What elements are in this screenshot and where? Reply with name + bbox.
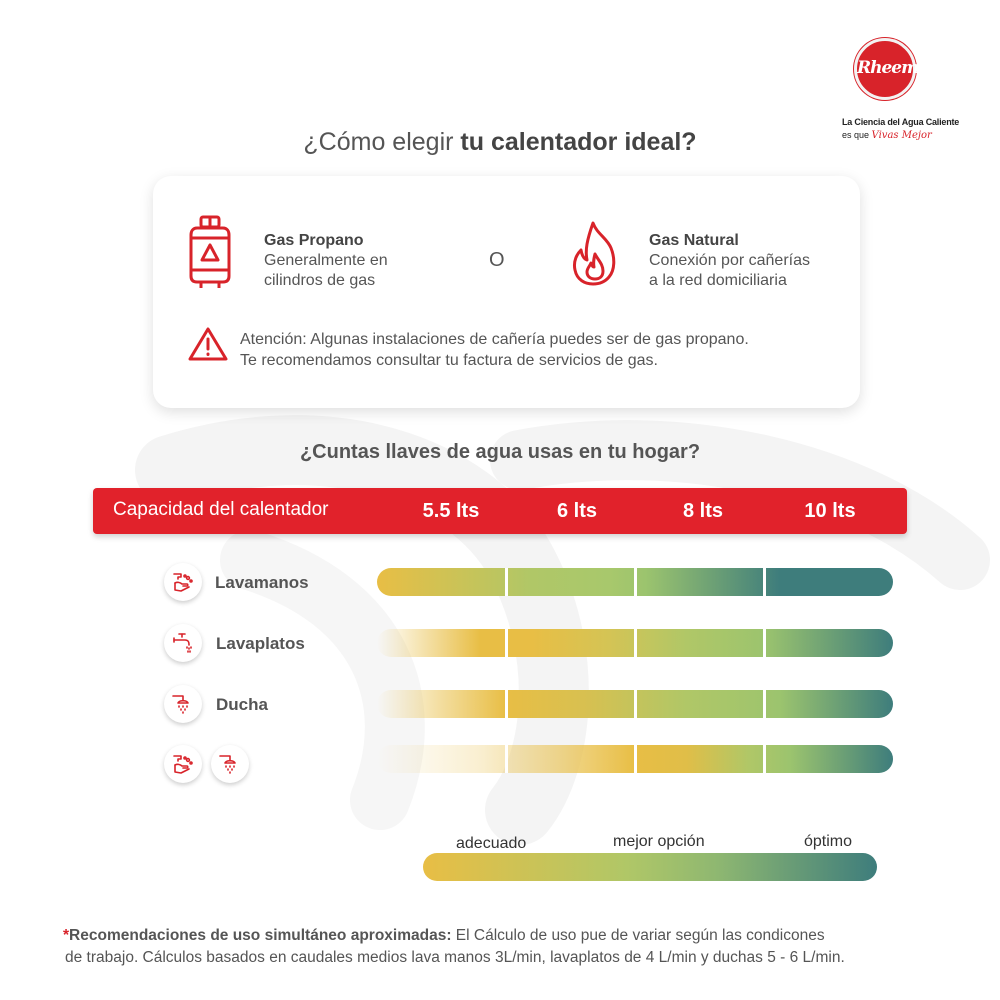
capacity-value-5-5: 5.5 lts <box>422 500 480 522</box>
bar-divider <box>505 745 508 773</box>
bar-ducha <box>377 690 893 718</box>
tagline-line1: La Ciencia del Agua Caliente <box>842 117 960 127</box>
or-separator: O <box>489 249 505 271</box>
tagline-prefix: es que <box>842 130 870 140</box>
footnote-line1: *Recomendaciones de uso simultáneo aprox… <box>63 925 943 947</box>
bar-divider <box>505 690 508 718</box>
hand-wash-icon <box>173 573 193 592</box>
faucets-question: ¿Cuntas llaves de agua usas en tu hogar? <box>299 441 701 463</box>
row-icon-combo-shower <box>211 745 249 783</box>
capacity-label: Capacidad del calentador <box>113 499 329 520</box>
bar-combo <box>377 745 893 773</box>
bar-divider <box>763 745 766 773</box>
footnote-star: * <box>63 927 70 944</box>
rheem-logo-badge: Rheem <box>854 38 919 100</box>
page-title: ¿Cómo elegir tu calentador ideal? <box>0 128 1000 157</box>
tagline-line2: es que Vivas Mejor <box>842 130 932 141</box>
title-bold: tu calentador ideal? <box>460 128 697 156</box>
row-label-lavaplatos: Lavaplatos <box>216 634 305 653</box>
bar-lavamanos <box>377 568 893 596</box>
propane-name: Gas Propano <box>264 232 364 249</box>
legend-gradient-bar <box>423 853 877 881</box>
logo-text: Rheem <box>857 58 919 78</box>
footnote-bold: Recomendaciones de uso simultáneo aproxi… <box>69 927 452 944</box>
bar-divider <box>505 629 508 657</box>
bar-divider <box>634 690 637 718</box>
footnote: *Recomendaciones de uso simultáneo aprox… <box>63 925 943 969</box>
faucet-icon <box>173 633 192 653</box>
row-label-ducha: Ducha <box>216 695 268 714</box>
row-icon-lavamanos <box>164 563 202 601</box>
shower-icon <box>219 755 236 774</box>
propane-desc-line2: cilindros de gas <box>264 272 376 289</box>
warning-triangle-icon <box>188 327 228 361</box>
natural-gas-desc-line2: a la red domiciliaria <box>649 272 787 289</box>
row-icon-ducha <box>164 685 202 723</box>
gas-cylinder-icon <box>189 215 231 288</box>
bar-divider <box>634 629 637 657</box>
gas-type-card: Gas Propano Generalmente en cilindros de… <box>153 176 860 408</box>
row-label-lavamanos: Lavamanos <box>215 573 309 592</box>
warning-line1: Atención: Algunas instalaciones de cañer… <box>240 331 749 348</box>
capacity-value-8: 8 lts <box>682 500 724 522</box>
natural-gas-info: Gas Natural Conexión por cañerías a la r… <box>649 231 810 291</box>
propane-desc-line1: Generalmente en <box>264 252 388 269</box>
natural-gas-name: Gas Natural <box>649 232 739 249</box>
propane-info: Gas Propano Generalmente en cilindros de… <box>264 231 388 291</box>
hand-wash-icon <box>173 755 193 774</box>
bar-divider <box>634 745 637 773</box>
capacity-header-bar: Capacidad del calentador 5.5 lts 6 lts 8… <box>93 488 907 534</box>
natural-gas-desc-line1: Conexión por cañerías <box>649 252 810 269</box>
legend-label-optimo: óptimo <box>804 833 853 850</box>
bar-divider <box>505 568 508 596</box>
bar-divider <box>763 690 766 718</box>
bar-lavaplatos <box>377 629 893 657</box>
rheem-logo: Rheem La Ciencia del Agua Caliente es qu… <box>842 38 962 148</box>
bar-divider <box>634 568 637 596</box>
flame-icon <box>573 221 616 286</box>
warning-message: Atención: Algunas instalaciones de cañer… <box>240 329 749 371</box>
bar-divider <box>763 568 766 596</box>
legend-label-mejor-opcion: mejor opción <box>613 833 705 850</box>
warning-line2: Te recomendamos consultar tu factura de … <box>240 352 658 369</box>
row-icon-combo-handwash <box>164 745 202 783</box>
footnote-line2: de trabajo. Cálculos basados en caudales… <box>65 949 845 966</box>
title-normal: ¿Cómo elegir <box>303 128 461 156</box>
shower-icon <box>172 695 189 714</box>
capacity-value-10: 10 lts <box>804 500 856 522</box>
footnote-text1: El Cálculo de uso pue de variar según la… <box>451 927 825 944</box>
bar-divider <box>763 629 766 657</box>
row-icon-lavaplatos <box>164 624 202 662</box>
tagline-script: Vivas Mejor <box>871 130 932 141</box>
legend-label-adecuado: adecuado <box>456 835 527 852</box>
capacity-value-6: 6 lts <box>556 500 598 522</box>
